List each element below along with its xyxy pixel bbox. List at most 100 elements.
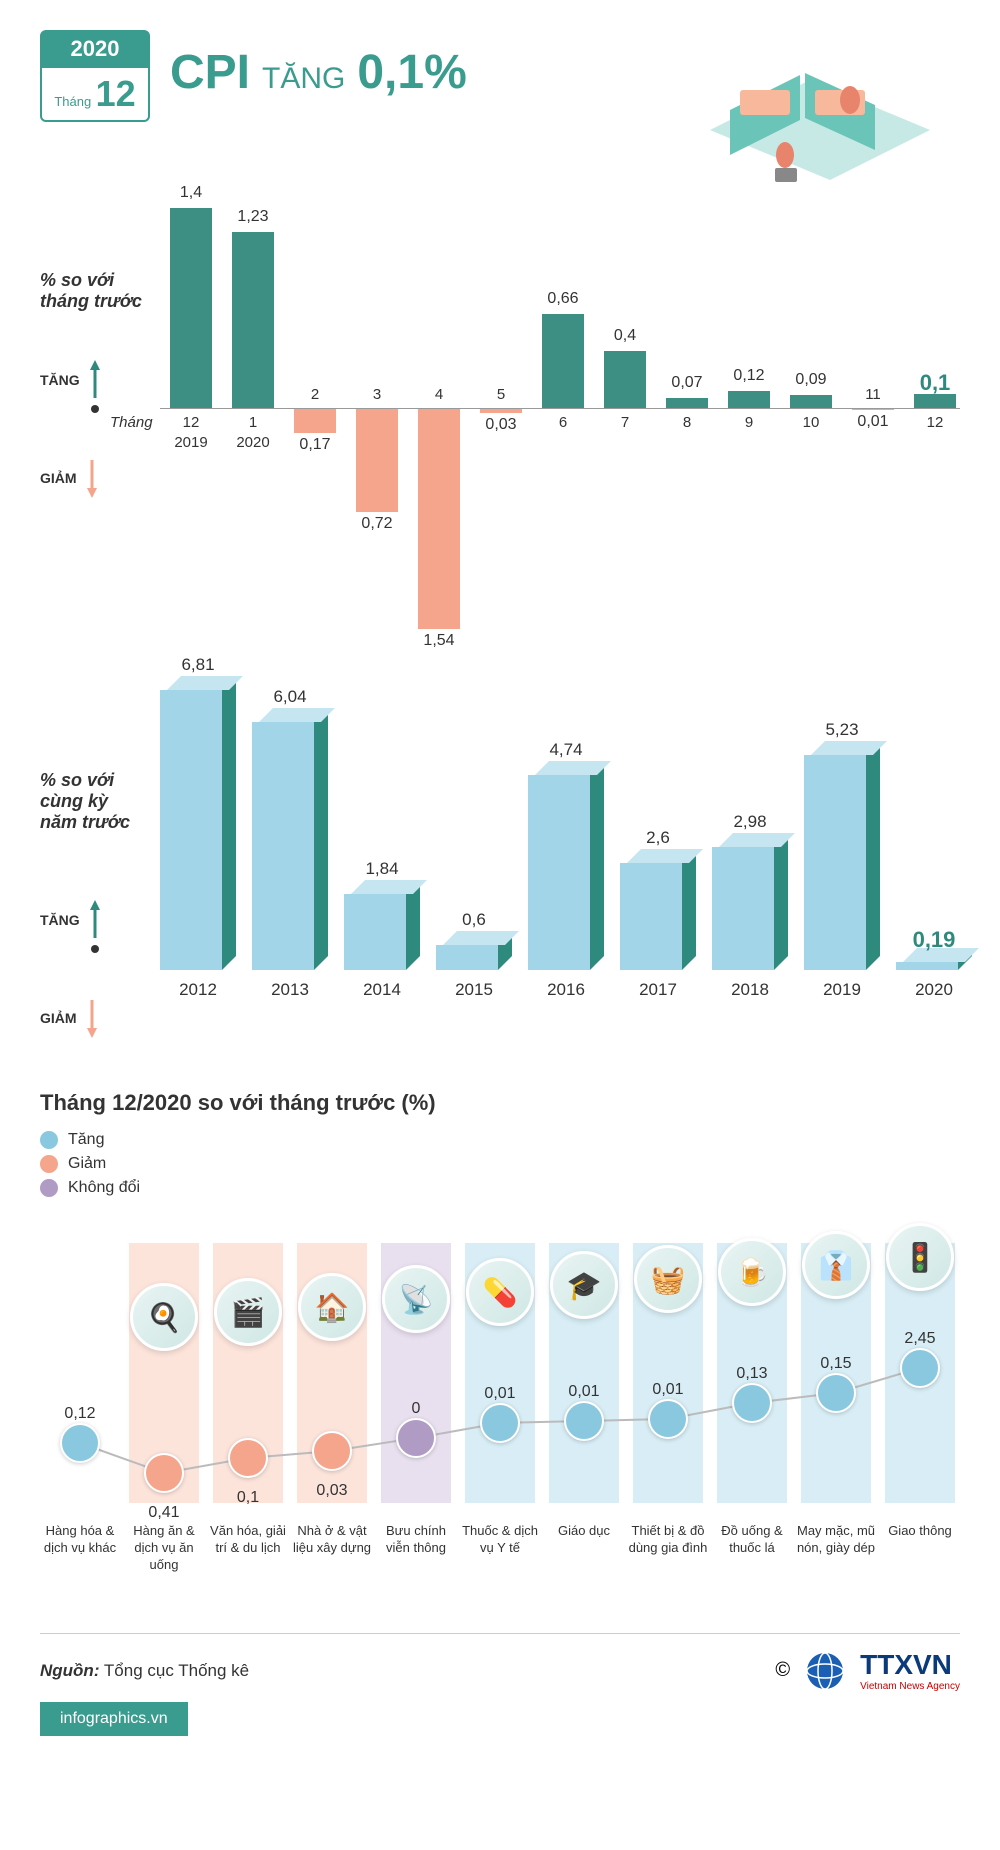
yearly-chart: % so với cùng kỳ năm trước TĂNG GIẢM 6,8… [40, 650, 960, 1050]
chart2-x-label: 2014 [342, 980, 422, 1000]
chart1-x-label: 12 [161, 414, 221, 431]
chart1-bar [170, 208, 212, 408]
chart2-value-label: 5,23 [802, 720, 882, 740]
category-value: 0,15 [796, 1355, 876, 1373]
chart1-value-label: 0,1 [905, 370, 965, 396]
chart1-value-label: 1,23 [223, 208, 283, 226]
category-label: Bưu chính viễn thông [376, 1523, 456, 1557]
chart1-bar [542, 314, 584, 408]
category-label: Nhà ở & vật liệu xây dựng [292, 1523, 372, 1557]
category-dot [480, 1403, 520, 1443]
category-icon: 🏠 [298, 1273, 366, 1341]
chart1-bar [604, 351, 646, 408]
calendar-year: 2020 [40, 30, 150, 68]
page-title: CPI TĂNG 0,1% [170, 45, 467, 100]
category-value: 0,01 [544, 1383, 624, 1401]
chart2-x-label: 2013 [250, 980, 330, 1000]
category-icon: 🚦 [886, 1223, 954, 1291]
category-value: 0 [376, 1400, 456, 1418]
category-value: 0,1 [208, 1489, 288, 1507]
chart1-x-label: 6 [533, 414, 593, 431]
chart1-x-label: 3 [347, 386, 407, 403]
chart2-x-label: 2020 [894, 980, 974, 1000]
chart2-x-label: 2015 [434, 980, 514, 1000]
chart1-bar [480, 409, 522, 413]
category-value: 0,01 [628, 1381, 708, 1399]
supermarket-illustration [680, 30, 960, 210]
category-value: 0,12 [40, 1405, 120, 1423]
chart1-ylabel: % so với tháng trước [40, 270, 150, 312]
category-icon: 💊 [466, 1258, 534, 1326]
chart1-x-label: 8 [657, 414, 717, 431]
chart1-x-label: 11 [843, 386, 903, 403]
chart1-x-label: 1 [223, 414, 283, 431]
chart2-value-label: 0,19 [894, 927, 974, 953]
chart2-x-label: 2019 [802, 980, 882, 1000]
header: 2020 Tháng 12 CPI TĂNG 0,1% [40, 30, 960, 210]
source: Nguồn: Tổng cục Thống kê [40, 1661, 249, 1681]
category-icon: 👔 [802, 1231, 870, 1299]
section3-legend: TăngGiảmKhông đổi [40, 1131, 140, 1203]
section3-title: Tháng 12/2020 so với tháng trước (%) [40, 1090, 960, 1116]
category-icon: 🎬 [214, 1278, 282, 1346]
calendar-month: Tháng 12 [40, 68, 150, 122]
globe-icon [805, 1651, 845, 1691]
chart2-value-label: 2,98 [710, 812, 790, 832]
chart2-value-label: 6,04 [250, 687, 330, 707]
chart2-value-label: 2,6 [618, 828, 698, 848]
category-dot [396, 1418, 436, 1458]
chart1-x-label: 5 [471, 386, 531, 403]
category-dot [900, 1348, 940, 1388]
category-dot [60, 1423, 100, 1463]
category-value: 0,13 [712, 1365, 792, 1383]
chart1-value-label: 1,4 [161, 184, 221, 202]
chart1-value-label: 0,12 [719, 367, 779, 385]
chart2-x-label: 2016 [526, 980, 606, 1000]
category-label: Hàng hóa & dịch vụ khác [40, 1523, 120, 1557]
category-label: May mặc, mũ nón, giày dép [796, 1523, 876, 1557]
categories-section: Tháng 12/2020 so với tháng trước (%) Tăn… [40, 1090, 960, 1603]
chart1-x-label: 9 [719, 414, 779, 431]
chart1-axis-arrows: TĂNG GIẢM [40, 360, 110, 498]
chart2-x-label: 2017 [618, 980, 698, 1000]
category-icon: 🧺 [634, 1245, 702, 1313]
category-dot [648, 1399, 688, 1439]
chart2-x-label: 2018 [710, 980, 790, 1000]
chart1-value-label: 0,4 [595, 327, 655, 345]
chart1-x-label: 2 [285, 386, 345, 403]
chart1-value-label: 0,03 [471, 416, 531, 434]
category-label: Thuốc & dịch vụ Y tế [460, 1523, 540, 1557]
chart1-x-label: 10 [781, 414, 841, 431]
chart1-value-label: 0,66 [533, 290, 593, 308]
chart2-x-label: 2012 [158, 980, 238, 1000]
chart1-value-label: 1,54 [409, 632, 469, 650]
chart1-value-label: 0,07 [657, 374, 717, 392]
chart1-year-label: 2019 [161, 434, 221, 451]
footer-url: infographics.vn [40, 1702, 188, 1736]
category-dot [732, 1383, 772, 1423]
monthly-chart: % so với tháng trước TĂNG GIẢM Tháng 1,4… [40, 190, 960, 630]
category-dot [312, 1431, 352, 1471]
legend-item: Giảm [40, 1155, 140, 1173]
chart2-value-label: 1,84 [342, 859, 422, 879]
chart1-bar [728, 391, 770, 408]
chart1-bar [790, 395, 832, 408]
chart1-baseline [160, 408, 960, 409]
chart1-value-label: 0,72 [347, 515, 407, 533]
chart1-bar [232, 232, 274, 408]
chart2-value-label: 6,81 [158, 655, 238, 675]
legend-item: Tăng [40, 1131, 140, 1149]
chart1-x-label: 12 [905, 414, 965, 431]
chart1-bar [666, 398, 708, 408]
category-dot [816, 1373, 856, 1413]
chart1-plot: Tháng 1,41220191,23120200,1720,7231,5440… [160, 190, 960, 630]
category-icon: 📡 [382, 1265, 450, 1333]
category-value: 0,01 [460, 1385, 540, 1403]
category-value: 0,03 [292, 1482, 372, 1500]
category-dot [144, 1453, 184, 1493]
category-icon: 🍳 [130, 1283, 198, 1351]
chart1-bar [914, 394, 956, 408]
category-value: 0,41 [124, 1504, 204, 1522]
category-dot [564, 1401, 604, 1441]
category-label: Giao thông [880, 1523, 960, 1540]
